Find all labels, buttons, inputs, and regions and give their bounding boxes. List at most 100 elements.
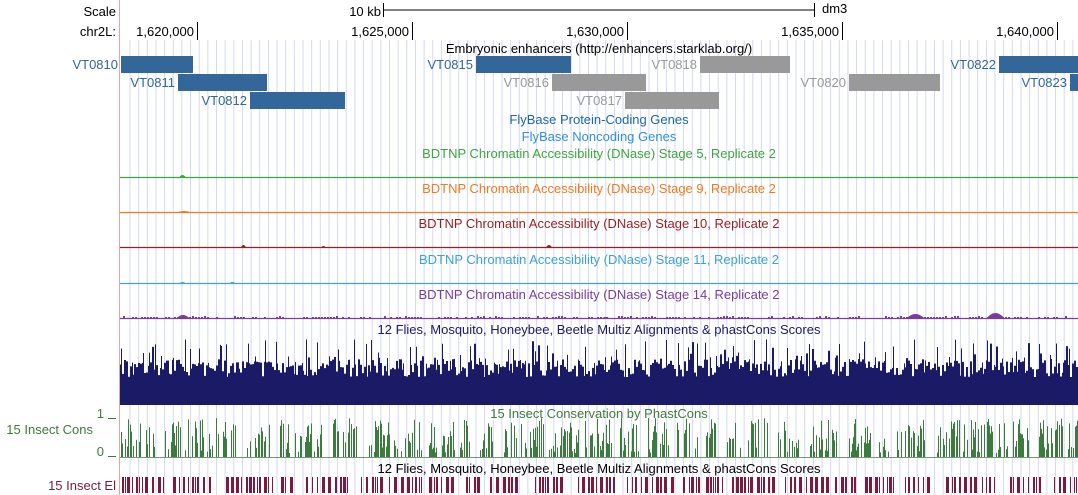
- dnase-stage9-track[interactable]: BDTNP Chromatin Accessibility (DNase) St…: [120, 181, 1078, 214]
- base-position-ruler[interactable]: Scale chr2L: 10 kb dm3 1,620,000 1,625,00…: [80, 1, 1058, 40]
- enhancer-label[interactable]: VT0811: [130, 75, 175, 90]
- conserved-element: [772, 477, 775, 493]
- insect-elements-track[interactable]: 12 Flies, Mosquito, Honeybee, Beetle Mul…: [48, 461, 1077, 493]
- cons-bar: [530, 431, 531, 457]
- dnase-signal: [234, 282, 235, 284]
- enhancer-vt0811[interactable]: VT0811: [130, 74, 267, 91]
- enhancer-vt0822[interactable]: VT0822: [950, 56, 1078, 73]
- enhancer-vt0820[interactable]: VT0820: [800, 74, 940, 91]
- cons-bar: [173, 422, 174, 457]
- conserved-element: [815, 477, 818, 493]
- enhancer-block[interactable]: [476, 56, 571, 73]
- dnase-signal: [549, 245, 550, 248]
- noncoding-genes-track-title[interactable]: FlyBase Noncoding Genes: [522, 129, 677, 144]
- enhancer-label[interactable]: VT0823: [1021, 75, 1067, 90]
- multiz-alignment-track[interactable]: 12 Flies, Mosquito, Honeybee, Beetle Mul…: [120, 322, 1078, 405]
- cons-bar: [337, 431, 338, 457]
- enhancer-block[interactable]: [999, 56, 1078, 73]
- cons-bar: [218, 434, 219, 457]
- cons-bar: [756, 447, 757, 457]
- cons-bar: [482, 448, 483, 457]
- enhancer-label[interactable]: VT0822: [950, 57, 996, 72]
- enhancer-vt0818[interactable]: VT0818: [651, 56, 790, 73]
- conserved-element: [226, 477, 229, 493]
- enhancer-label[interactable]: VT0810: [72, 57, 118, 72]
- enhancer-block[interactable]: [250, 92, 345, 109]
- enhancer-label[interactable]: VT0815: [427, 57, 473, 72]
- dnase-signal: [633, 318, 635, 319]
- multiz-spike: [1050, 355, 1051, 405]
- dnase-signal: [735, 318, 737, 319]
- dnase-signal: [291, 318, 293, 319]
- dnase-signal: [426, 318, 428, 319]
- conserved-element: [635, 477, 637, 493]
- protein-coding-genes-track-title[interactable]: FlyBase Protein-Coding Genes: [509, 112, 689, 127]
- dnase-stage11-track[interactable]: BDTNP Chromatin Accessibility (DNase) St…: [120, 252, 1078, 285]
- dnase-signal: [342, 317, 344, 319]
- enhancer-label[interactable]: VT0820: [800, 75, 846, 90]
- enhancer-vt0816[interactable]: VT0816: [503, 74, 646, 91]
- enhancer-vt0817[interactable]: VT0817: [576, 92, 719, 109]
- insect-cons-side-label[interactable]: 15 Insect Cons: [6, 422, 93, 437]
- cons-bar: [1075, 426, 1076, 457]
- cons-bar: [833, 432, 834, 457]
- insect-cons-track[interactable]: 15 Insect Conservation by PhastCons 15 I…: [6, 406, 1078, 459]
- dnase-signal: [261, 318, 263, 319]
- dnase-signal: [783, 317, 785, 319]
- cons-bar: [442, 445, 443, 457]
- dnase-signal: [1038, 317, 1040, 319]
- dnase-stage10-track[interactable]: BDTNP Chromatin Accessibility (DNase) St…: [120, 216, 1078, 249]
- enhancer-block[interactable]: [552, 74, 646, 91]
- enhancer-vt0810[interactable]: VT0810: [72, 56, 193, 73]
- conserved-element: [152, 477, 154, 493]
- cons-bar: [603, 432, 604, 457]
- cons-bar: [828, 419, 829, 457]
- cons-bar: [450, 431, 451, 457]
- cons-bar: [585, 421, 586, 457]
- dnase-stage10-signal: [120, 245, 1078, 249]
- enhancer-label[interactable]: VT0816: [503, 75, 549, 90]
- conserved-element: [810, 477, 813, 493]
- enhancer-vt0812[interactable]: VT0812: [201, 92, 345, 109]
- enhancer-block[interactable]: [849, 74, 940, 91]
- conserved-element: [722, 477, 723, 493]
- enhancer-features[interactable]: VT0810 VT0811 VT0812 VT0815 VT0816 VT0817 VT08…: [72, 56, 1078, 109]
- conserved-element: [740, 477, 743, 493]
- enhancer-block[interactable]: [121, 56, 193, 73]
- enhancer-block[interactable]: [700, 56, 790, 73]
- cons-bar: [576, 435, 577, 457]
- enhancer-block[interactable]: [178, 74, 267, 91]
- dnase-signal: [750, 318, 752, 319]
- cons-bar: [1056, 429, 1057, 457]
- enhancer-block[interactable]: [625, 92, 719, 109]
- dnase-stage14-track[interactable]: BDTNP Chromatin Accessibility (DNase) St…: [120, 287, 1078, 320]
- dnase-stage5-track[interactable]: BDTNP Chromatin Accessibility (DNase) St…: [120, 146, 1078, 179]
- insect-elements-side-label[interactable]: 15 Insect El: [48, 478, 116, 493]
- dnase-signal: [551, 246, 552, 248]
- dnase-signal: [348, 317, 350, 319]
- enhancer-label[interactable]: VT0817: [576, 93, 622, 108]
- multiz-spike: [168, 360, 169, 405]
- cons-bar: [654, 426, 655, 457]
- enhancer-label[interactable]: VT0812: [201, 93, 247, 108]
- cons-bar: [264, 441, 265, 457]
- conserved-element: [145, 477, 148, 493]
- cons-bar: [561, 427, 562, 457]
- conserved-element: [683, 477, 685, 493]
- multiz-spike: [839, 343, 840, 405]
- multiz-spike: [199, 348, 200, 405]
- cons-bar: [444, 436, 445, 457]
- enhancer-vt0815[interactable]: VT0815: [427, 56, 571, 73]
- enhancers-track[interactable]: Embryonic enhancers (http://enhancers.st…: [72, 41, 1078, 109]
- dnase-signal: [988, 316, 989, 319]
- cons-bar: [445, 452, 446, 457]
- cons-bar: [940, 427, 941, 457]
- enhancer-vt0823[interactable]: VT0823: [1021, 74, 1078, 91]
- cons-bar: [852, 443, 853, 457]
- dnase-signal: [179, 316, 180, 319]
- multiz-spike: [479, 358, 480, 405]
- enhancer-block[interactable]: [1070, 74, 1078, 91]
- multiz-spike: [547, 345, 548, 405]
- enhancer-label[interactable]: VT0818: [651, 57, 697, 72]
